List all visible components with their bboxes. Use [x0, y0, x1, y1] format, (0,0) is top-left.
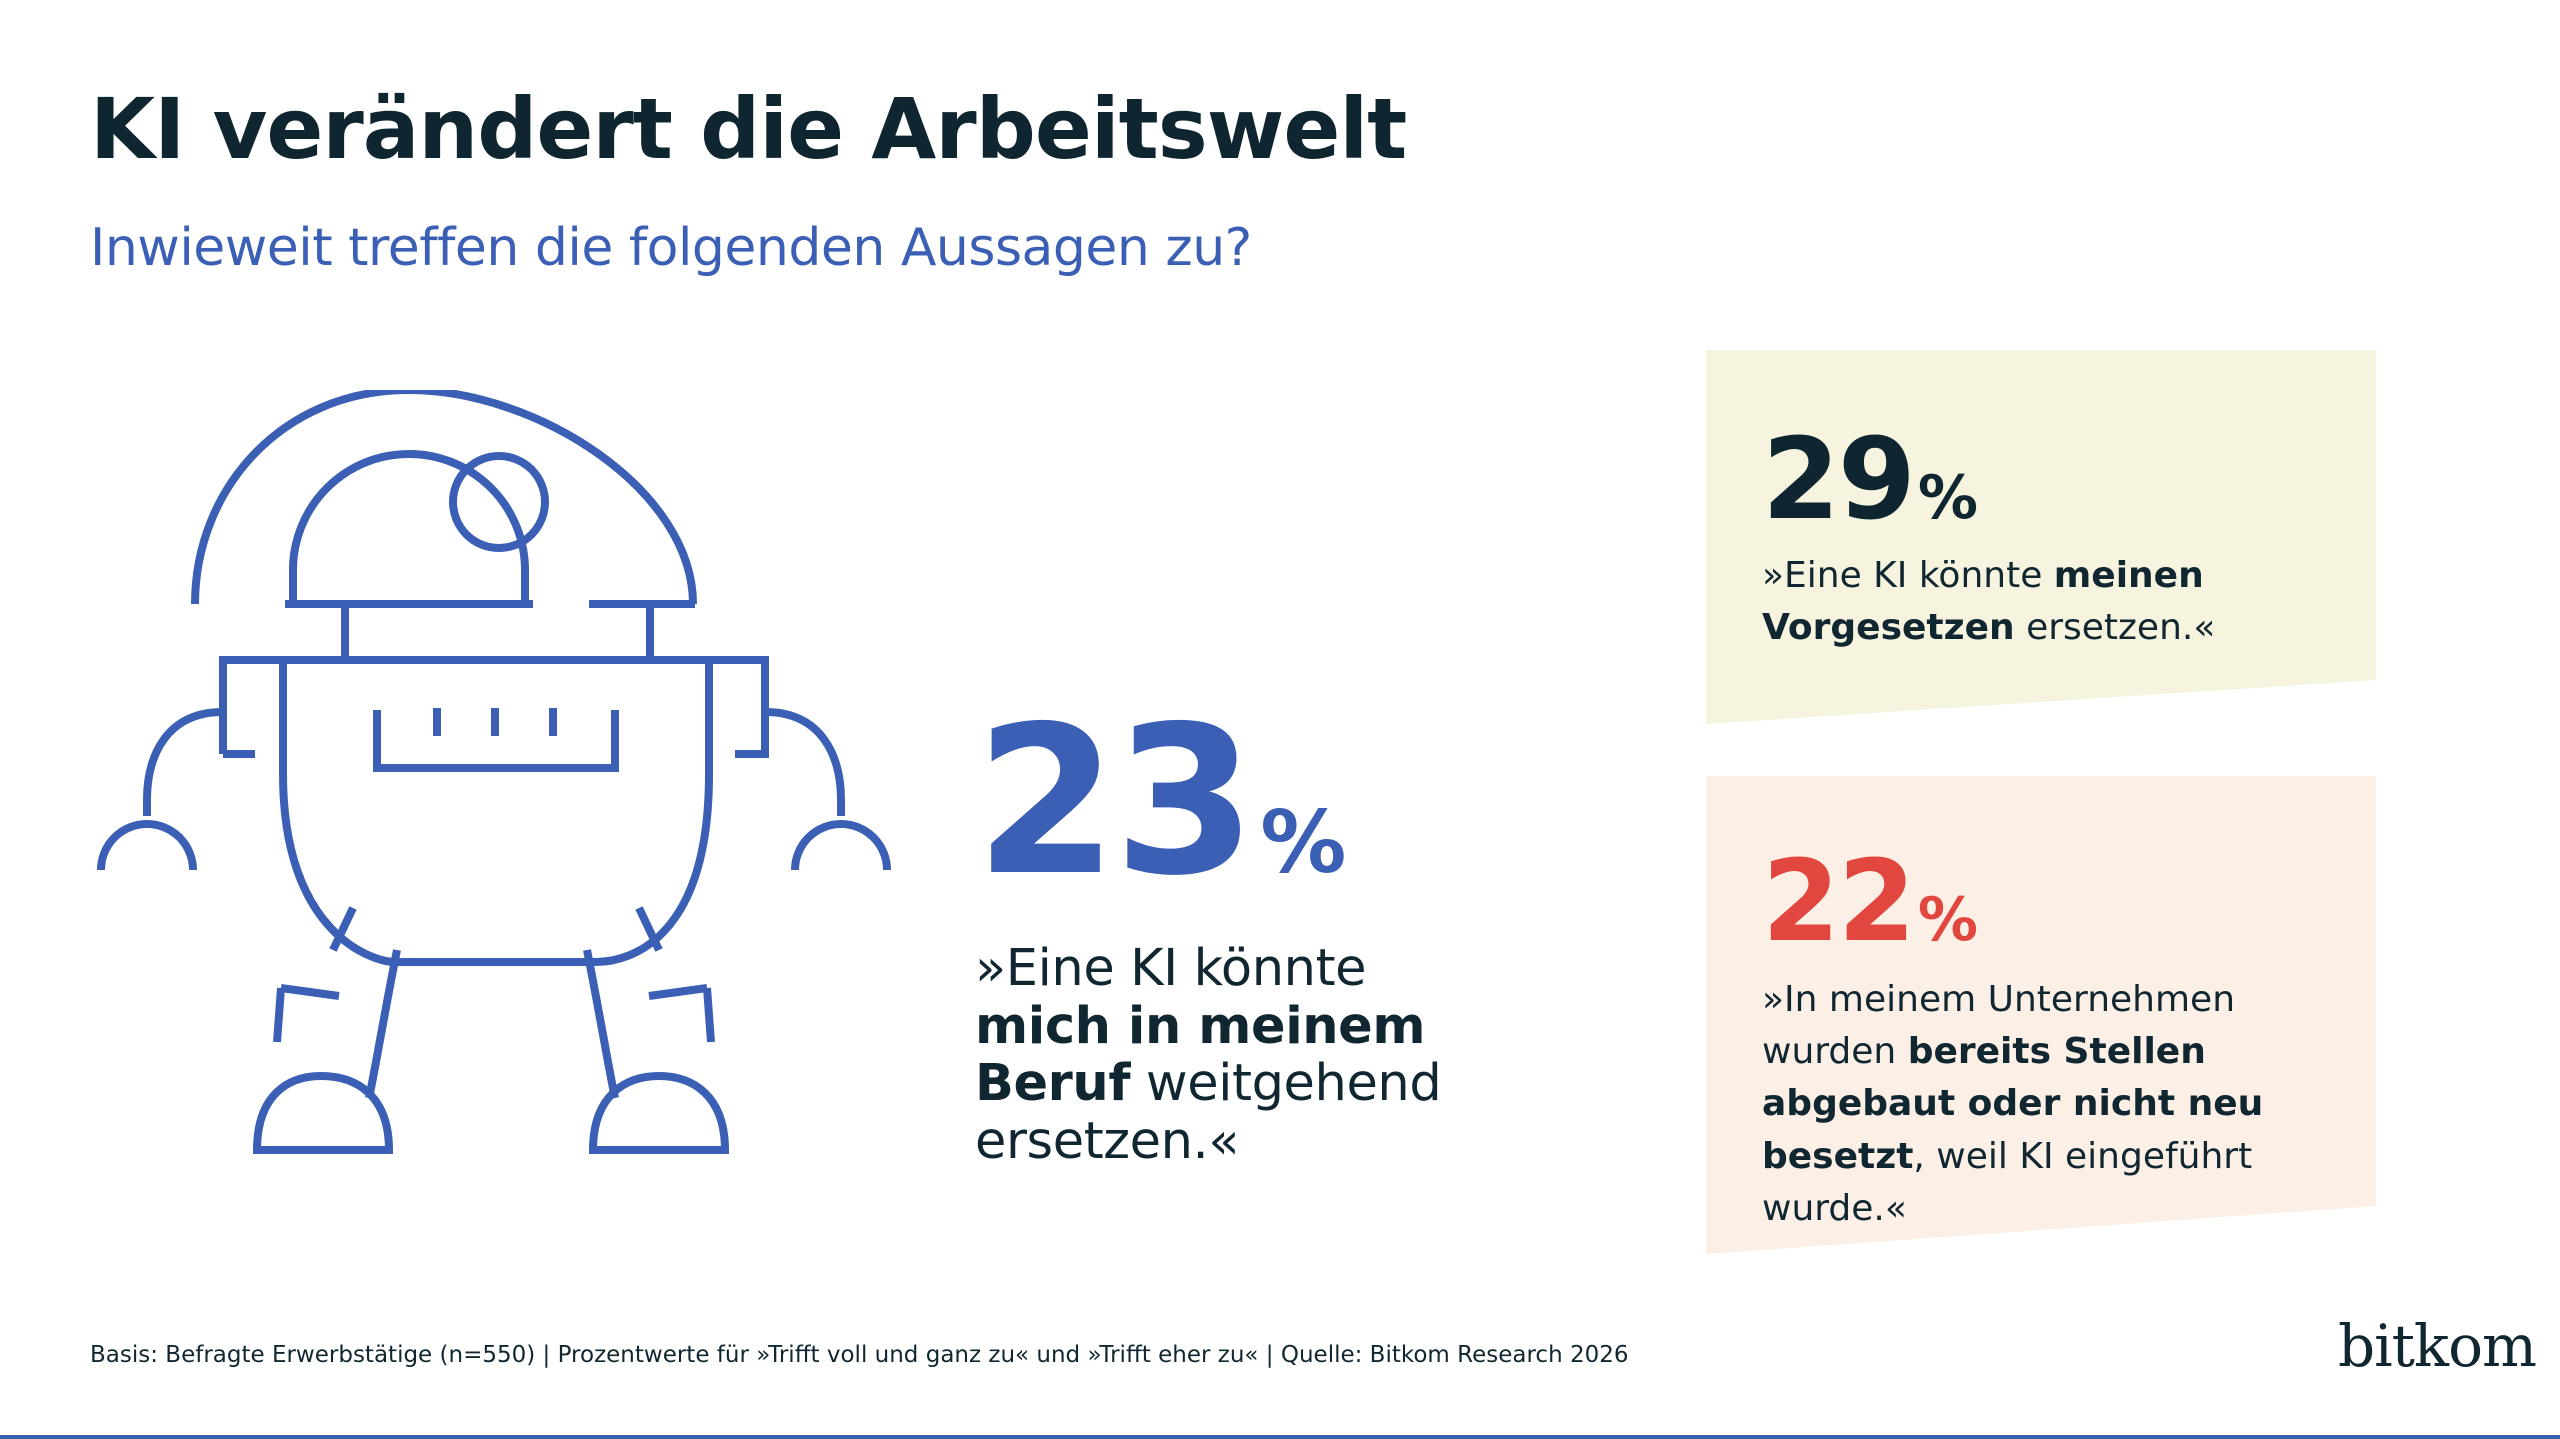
card-quote-text-end: , weil KI eingeführt wurde.« — [1762, 1135, 2253, 1229]
card-value-wrap: 22% — [1762, 846, 1978, 958]
card-unit: % — [1917, 463, 1978, 533]
card-value: 29 — [1762, 415, 1916, 545]
card-quote-bold: meinen Vorgesetzen — [1762, 555, 2204, 649]
main-quote-bold: mich in meinem Beruf — [975, 996, 1426, 1114]
card-quote-text: »Eine KI könnte — [1762, 555, 2054, 596]
main-quote-text: »Eine KI könnte — [975, 939, 1367, 998]
main-quote-text-end: weitgehend ersetzen.« — [975, 1054, 1442, 1171]
card-unit: % — [1917, 885, 1978, 955]
card-quote: »In meinem Unternehmen wurden bereits St… — [1762, 974, 2362, 1235]
card-quote-bold: bereits Stellen abgebaut oder nicht neu … — [1762, 1031, 2264, 1177]
card-quote-text: »In meinem Unternehmen wurden — [1762, 979, 2236, 1073]
bottom-divider — [0, 1435, 2560, 1439]
card-background — [1706, 776, 2376, 1254]
main-stat-unit: % — [1260, 793, 1347, 893]
card-value: 22 — [1762, 837, 1916, 967]
page-title: KI verändert die Arbeitswelt — [90, 80, 1407, 178]
card-value-wrap: 29% — [1762, 424, 1978, 536]
footnote: Basis: Befragte Erwerbstätige (n=550) | … — [90, 1342, 1629, 1368]
main-stat-quote: »Eine KI könnte mich in meinem Beruf wei… — [975, 940, 1495, 1171]
main-stat-value: 23 — [975, 683, 1256, 921]
bitkom-logo: bitkom — [2337, 1312, 2537, 1380]
card-quote-text-end: ersetzen.« — [2014, 607, 2216, 649]
card-quote: »Eine KI könnte meinen Vorgesetzen erset… — [1762, 550, 2362, 654]
main-stat: 23% — [975, 700, 1346, 905]
stat-card-jobs: 22% »In meinem Unternehmen wurden bereit… — [1706, 776, 2376, 1256]
stat-card-supervisor: 29% »Eine KI könnte meinen Vorgesetzen e… — [1706, 350, 2376, 730]
page-subtitle: Inwieweit treffen die folgenden Aussagen… — [90, 218, 1252, 278]
robot-icon — [97, 390, 891, 1154]
card-background — [1706, 350, 2376, 724]
